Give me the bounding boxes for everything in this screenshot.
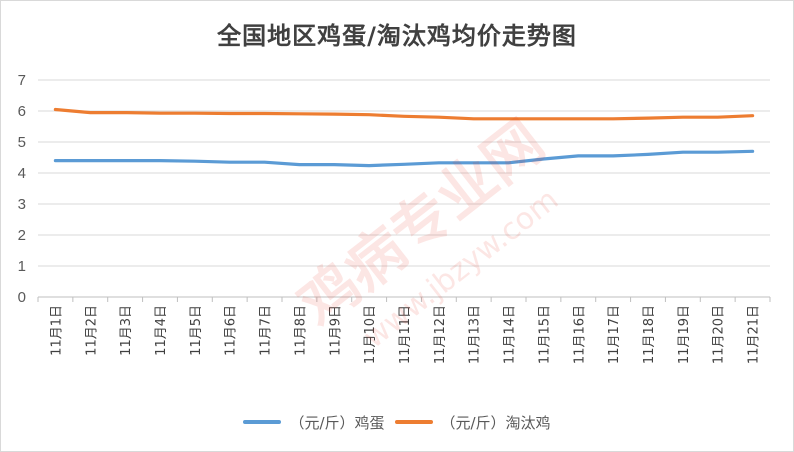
x-tick-label: 11月3日 [119,305,134,356]
chart-title: 全国地区鸡蛋/淘汰鸡均价走势图 [217,22,577,50]
legend-swatch-egg [243,420,282,424]
x-tick-label: 11月12日 [433,305,448,364]
series-line-cull-hen [53,107,755,121]
chart-legend: （元/斤）鸡蛋 （元/斤）淘汰鸡 [0,410,794,434]
legend-label-cull-hen: （元/斤）淘汰鸡 [440,413,551,432]
x-tick-label: 11月1日 [49,305,64,356]
x-tick-label: 11月6日 [224,305,239,356]
x-tick-label: 11月5日 [189,305,204,356]
y-tick-label: 6 [18,103,26,120]
x-tick-label: 11月10日 [363,305,378,364]
x-tick-label: 11月18日 [642,305,657,364]
x-tick-label: 11月15日 [537,305,552,364]
y-tick-label: 4 [18,165,26,182]
series-line-egg [53,149,755,168]
y-tick-label: 2 [18,227,26,244]
x-tick-label: 11月7日 [259,305,274,356]
x-tick-label: 11月19日 [677,305,692,364]
x-tick-label: 11月17日 [607,305,622,364]
x-tick-label: 11月11日 [398,305,413,364]
y-tick-label: 7 [18,72,26,89]
x-tick-label: 11月16日 [572,305,587,364]
legend-item-egg: （元/斤）鸡蛋 [243,412,385,433]
x-tick-label: 11月21日 [747,305,762,364]
legend-label-egg: （元/斤）鸡蛋 [289,413,385,432]
x-tick-label: 11月20日 [712,305,727,364]
y-tick-label: 1 [18,258,26,275]
x-tick-label: 11月9日 [328,305,343,356]
x-tick-label: 11月2日 [84,305,99,356]
y-tick-label: 5 [18,134,26,151]
x-tick-label: 11月13日 [468,305,483,364]
legend-swatch-cull-hen [394,420,433,424]
x-tick-label: 11月4日 [154,305,169,356]
y-tick-label: 0 [18,289,26,306]
legend-item-cull-hen: （元/斤）淘汰鸡 [394,412,551,433]
x-tick-label: 11月14日 [503,305,518,364]
y-tick-label: 3 [18,196,26,213]
x-tick-label: 11月8日 [293,305,308,356]
